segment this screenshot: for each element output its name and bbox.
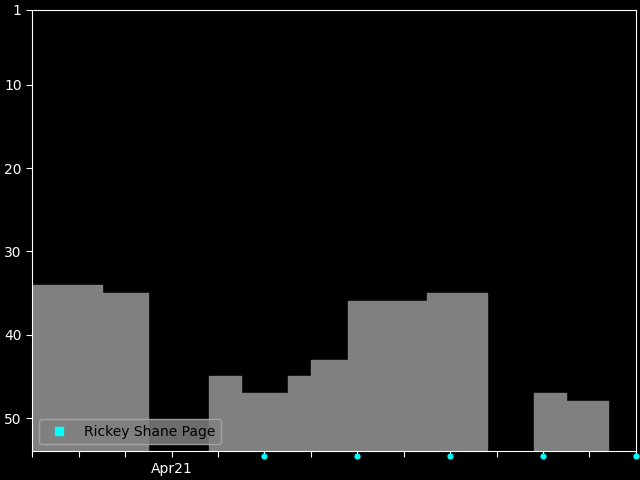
Point bbox=[538, 452, 548, 459]
Point bbox=[445, 452, 455, 459]
Point bbox=[630, 452, 640, 459]
Point bbox=[259, 452, 269, 459]
Legend: Rickey Shane Page: Rickey Shane Page bbox=[39, 420, 221, 444]
Point bbox=[352, 452, 362, 459]
